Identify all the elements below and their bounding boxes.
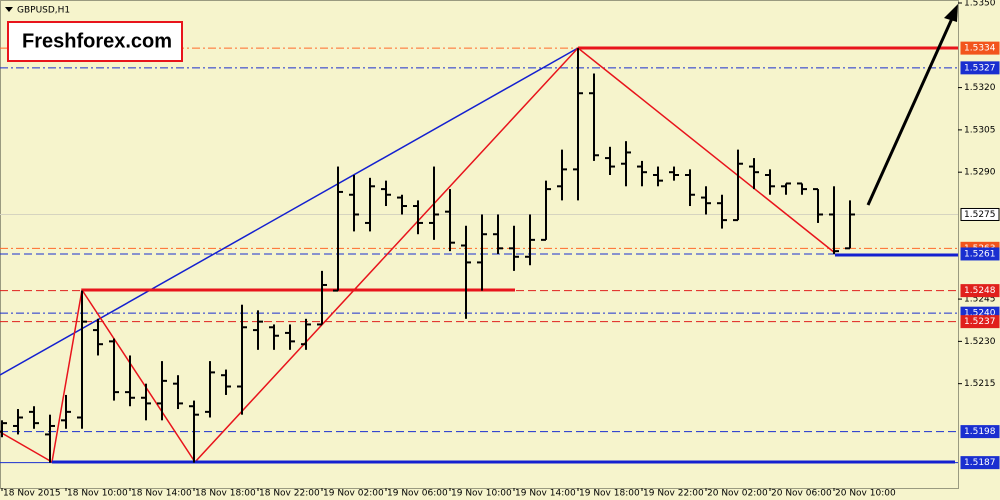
annotations <box>0 4 958 464</box>
level-label: 1.5198 <box>964 427 996 437</box>
x-tick-label: 20 Nov 02:00 <box>707 489 768 499</box>
level-label-box <box>960 61 1000 75</box>
chart-title: GBPUSD,H1 <box>17 6 70 16</box>
level-label: 1.5248 <box>964 286 996 296</box>
level-label: 1.5261 <box>964 249 996 259</box>
zigzag-line <box>0 46 836 464</box>
level-label-box <box>960 247 1000 261</box>
x-tick-label: 18 Nov 2015 <box>3 489 61 499</box>
level-label-box <box>960 41 1000 55</box>
forecast-arrow <box>866 13 956 206</box>
x-tick-label: 19 Nov 18:00 <box>579 489 640 499</box>
arrow-head <box>944 4 958 22</box>
level-label: 1.5237 <box>964 317 996 327</box>
x-tick-label: 18 Nov 18:00 <box>195 489 256 499</box>
x-tick-label: 18 Nov 10:00 <box>67 489 128 499</box>
y-tick-label: 1.5320 <box>964 83 996 93</box>
y-tick-label: 1.5305 <box>964 125 996 135</box>
x-tick-label: 19 Nov 14:00 <box>515 489 576 499</box>
level-label-box <box>960 315 1000 329</box>
y-tick-label: 1.5290 <box>964 168 996 178</box>
level-label: 1.5327 <box>964 63 996 73</box>
x-tick-label: 20 Nov 06:00 <box>771 489 832 499</box>
level-label: 1.5187 <box>964 458 996 468</box>
level-label: 1.5240 <box>964 309 996 319</box>
level-label-box <box>960 284 1000 298</box>
brand: Freshforex.com <box>22 30 172 52</box>
x-tick-label: 19 Nov 06:00 <box>387 489 448 499</box>
x-tick-label: 19 Nov 10:00 <box>451 489 512 499</box>
level-label-box <box>960 207 1000 221</box>
trend-line <box>0 47 579 376</box>
plot-frame <box>0 0 959 489</box>
y-tick-label: 1.5215 <box>964 379 996 389</box>
y-tick-label: 1.5245 <box>964 295 996 305</box>
level-label: 1.5275 <box>964 210 996 220</box>
y-tick-label: 1.5230 <box>964 337 996 347</box>
brand-box <box>7 21 183 62</box>
level-label-box <box>960 456 1000 470</box>
level-label: 1.5334 <box>964 44 996 54</box>
level-label-box <box>960 425 1000 439</box>
x-tick-label: 18 Nov 22:00 <box>259 489 320 499</box>
x-tick-label: 19 Nov 02:00 <box>323 489 384 499</box>
menu-icon <box>5 7 13 12</box>
x-tick-label: 20 Nov 10:00 <box>835 489 896 499</box>
y-tick-label: 1.5350 <box>964 0 996 9</box>
bars <box>0 48 855 463</box>
x-tick-label: 19 Nov 22:00 <box>643 489 704 499</box>
x-tick-label: 18 Nov 14:00 <box>131 489 192 499</box>
